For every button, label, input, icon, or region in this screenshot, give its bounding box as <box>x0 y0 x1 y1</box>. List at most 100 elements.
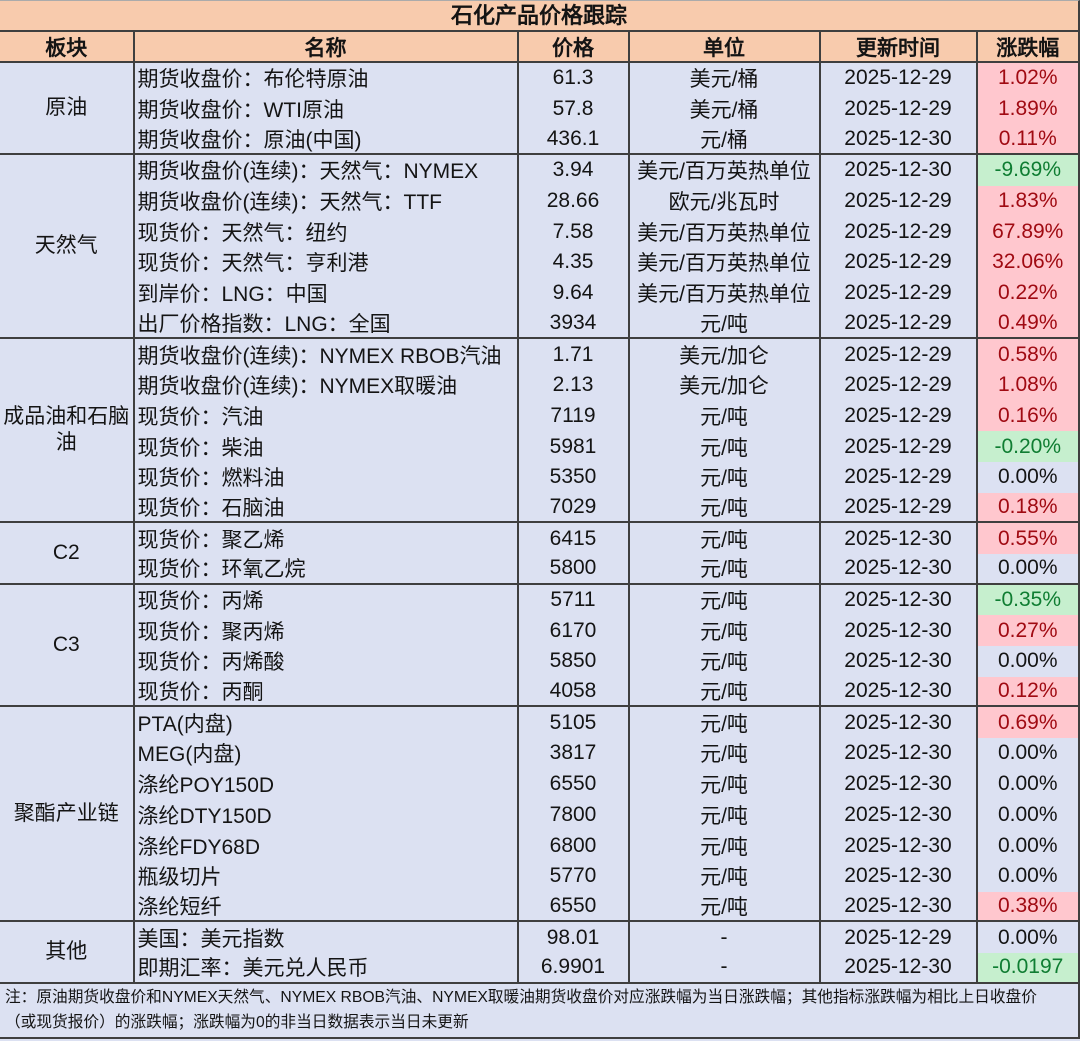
update-date: 2025-12-29 <box>820 247 978 278</box>
indicator-name: 现货价：汽油 <box>134 400 519 432</box>
price-value: 4058 <box>518 676 630 708</box>
unit-value: 美元/桶 <box>629 63 821 94</box>
unit-value: 欧元/兆瓦时 <box>629 185 821 217</box>
change-value: -0.0197 <box>977 952 1080 984</box>
update-date: 2025-12-29 <box>820 63 978 94</box>
update-date: 2025-12-30 <box>820 799 978 831</box>
change-value: 1.89% <box>977 93 1080 125</box>
change-value: -9.69% <box>977 155 1080 186</box>
indicator-name: 即期汇率：美元兑人民币 <box>134 952 519 984</box>
indicator-name: 美国：美元指数 <box>134 922 519 953</box>
change-value: 0.00% <box>977 768 1080 800</box>
price-value: 6.9901 <box>518 952 630 984</box>
change-value: 0.00% <box>977 646 1080 677</box>
sector-label: C3 <box>0 584 135 708</box>
update-date: 2025-12-30 <box>820 584 978 616</box>
footnote-line-2: （或现货报价）的涨跌幅；涨跌幅为0的非当日数据表示当日未更新 <box>5 1014 469 1032</box>
indicator-name: 瓶级切片 <box>134 860 519 892</box>
unit-value: 元/吨 <box>629 830 821 861</box>
indicator-name: 现货价：天然气：纽约 <box>134 216 519 248</box>
update-date: 2025-12-29 <box>820 400 978 432</box>
update-date: 2025-12-30 <box>820 676 978 708</box>
indicator-name: 现货价：丙烯酸 <box>134 646 519 677</box>
price-value: 5350 <box>518 461 630 493</box>
unit-value: 元/吨 <box>629 860 821 892</box>
unit-value: 元/吨 <box>629 891 821 923</box>
change-value: 0.12% <box>977 676 1080 708</box>
update-date: 2025-12-29 <box>820 277 978 309</box>
price-value: 5800 <box>518 554 630 585</box>
indicator-name: 期货收盘价(连续)：天然气：NYMEX <box>134 155 519 186</box>
update-date: 2025-12-30 <box>820 768 978 800</box>
unit-value: 元/吨 <box>629 461 821 493</box>
table-header: 板块 名称 价格 单位 更新时间 涨跌幅 <box>0 32 1080 63</box>
update-date: 2025-12-30 <box>820 615 978 647</box>
price-value: 5850 <box>518 646 630 677</box>
update-date: 2025-12-29 <box>820 431 978 462</box>
change-value: 0.00% <box>977 830 1080 861</box>
change-value: -0.20% <box>977 431 1080 462</box>
price-value: 5711 <box>518 584 630 616</box>
sector-label: 聚酯产业链 <box>0 707 135 923</box>
unit-value: 元/桶 <box>629 124 821 156</box>
unit-value: 美元/加仑 <box>629 339 821 370</box>
price-value: 98.01 <box>518 922 630 953</box>
unit-value: 元/吨 <box>629 646 821 677</box>
change-value: 67.89% <box>977 216 1080 248</box>
indicator-name: 现货价：环氧乙烷 <box>134 554 519 585</box>
update-date: 2025-12-29 <box>820 492 978 524</box>
unit-value: 元/吨 <box>629 431 821 462</box>
price-value: 2.13 <box>518 369 630 401</box>
indicator-name: 涤纶POY150D <box>134 768 519 800</box>
change-value: 1.08% <box>977 369 1080 401</box>
indicator-name: MEG(内盘) <box>134 738 519 769</box>
update-date: 2025-12-30 <box>820 738 978 769</box>
change-value: 0.38% <box>977 891 1080 923</box>
price-value: 7.58 <box>518 216 630 248</box>
price-value: 1.71 <box>518 339 630 370</box>
price-value: 6415 <box>518 523 630 554</box>
indicator-name: 现货价：丙烯 <box>134 584 519 616</box>
update-date: 2025-12-30 <box>820 860 978 892</box>
price-value: 5981 <box>518 431 630 462</box>
update-date: 2025-12-29 <box>820 922 978 953</box>
column-header-price: 价格 <box>519 32 630 61</box>
indicator-name: 现货价：天然气：亨利港 <box>134 247 519 278</box>
price-value: 4.35 <box>518 247 630 278</box>
indicator-name: PTA(内盘) <box>134 707 519 739</box>
unit-value: 元/吨 <box>629 738 821 769</box>
price-value: 6170 <box>518 615 630 647</box>
indicator-name: 期货收盘价(连续)：天然气：TTF <box>134 185 519 217</box>
sheet-bottom-strip <box>0 1038 1080 1041</box>
unit-value: - <box>629 952 821 984</box>
column-header-change: 涨跌幅 <box>978 32 1080 61</box>
update-date: 2025-12-29 <box>820 308 978 340</box>
unit-value: 元/吨 <box>629 492 821 524</box>
unit-value: 美元/桶 <box>629 93 821 125</box>
change-value: 0.69% <box>977 707 1080 739</box>
indicator-name: 现货价：石脑油 <box>134 492 519 524</box>
update-date: 2025-12-30 <box>820 523 978 554</box>
price-value: 7029 <box>518 492 630 524</box>
price-value: 6800 <box>518 830 630 861</box>
indicator-name: 现货价：丙酮 <box>134 676 519 708</box>
price-value: 5105 <box>518 707 630 739</box>
unit-value: 美元/加仑 <box>629 369 821 401</box>
price-value: 57.8 <box>518 93 630 125</box>
price-value: 6550 <box>518 891 630 923</box>
column-header-date: 更新时间 <box>821 32 978 61</box>
indicator-name: 期货收盘价(连续)：NYMEX取暖油 <box>134 369 519 401</box>
price-value: 436.1 <box>518 124 630 156</box>
footnote-line-1: 注：原油期货收盘价和NYMEX天然气、NYMEX RBOB汽油、NYMEX取暖油… <box>5 988 1037 1006</box>
indicator-name: 现货价：柴油 <box>134 431 519 462</box>
indicator-name: 涤纶FDY68D <box>134 830 519 861</box>
column-header-unit: 单位 <box>630 32 821 61</box>
change-value: 0.00% <box>977 799 1080 831</box>
indicator-name: 现货价：聚乙烯 <box>134 523 519 554</box>
indicator-name: 期货收盘价(连续)：NYMEX RBOB汽油 <box>134 339 519 370</box>
update-date: 2025-12-30 <box>820 155 978 186</box>
change-value: 0.55% <box>977 523 1080 554</box>
price-value: 5770 <box>518 860 630 892</box>
change-value: 0.11% <box>977 124 1080 156</box>
